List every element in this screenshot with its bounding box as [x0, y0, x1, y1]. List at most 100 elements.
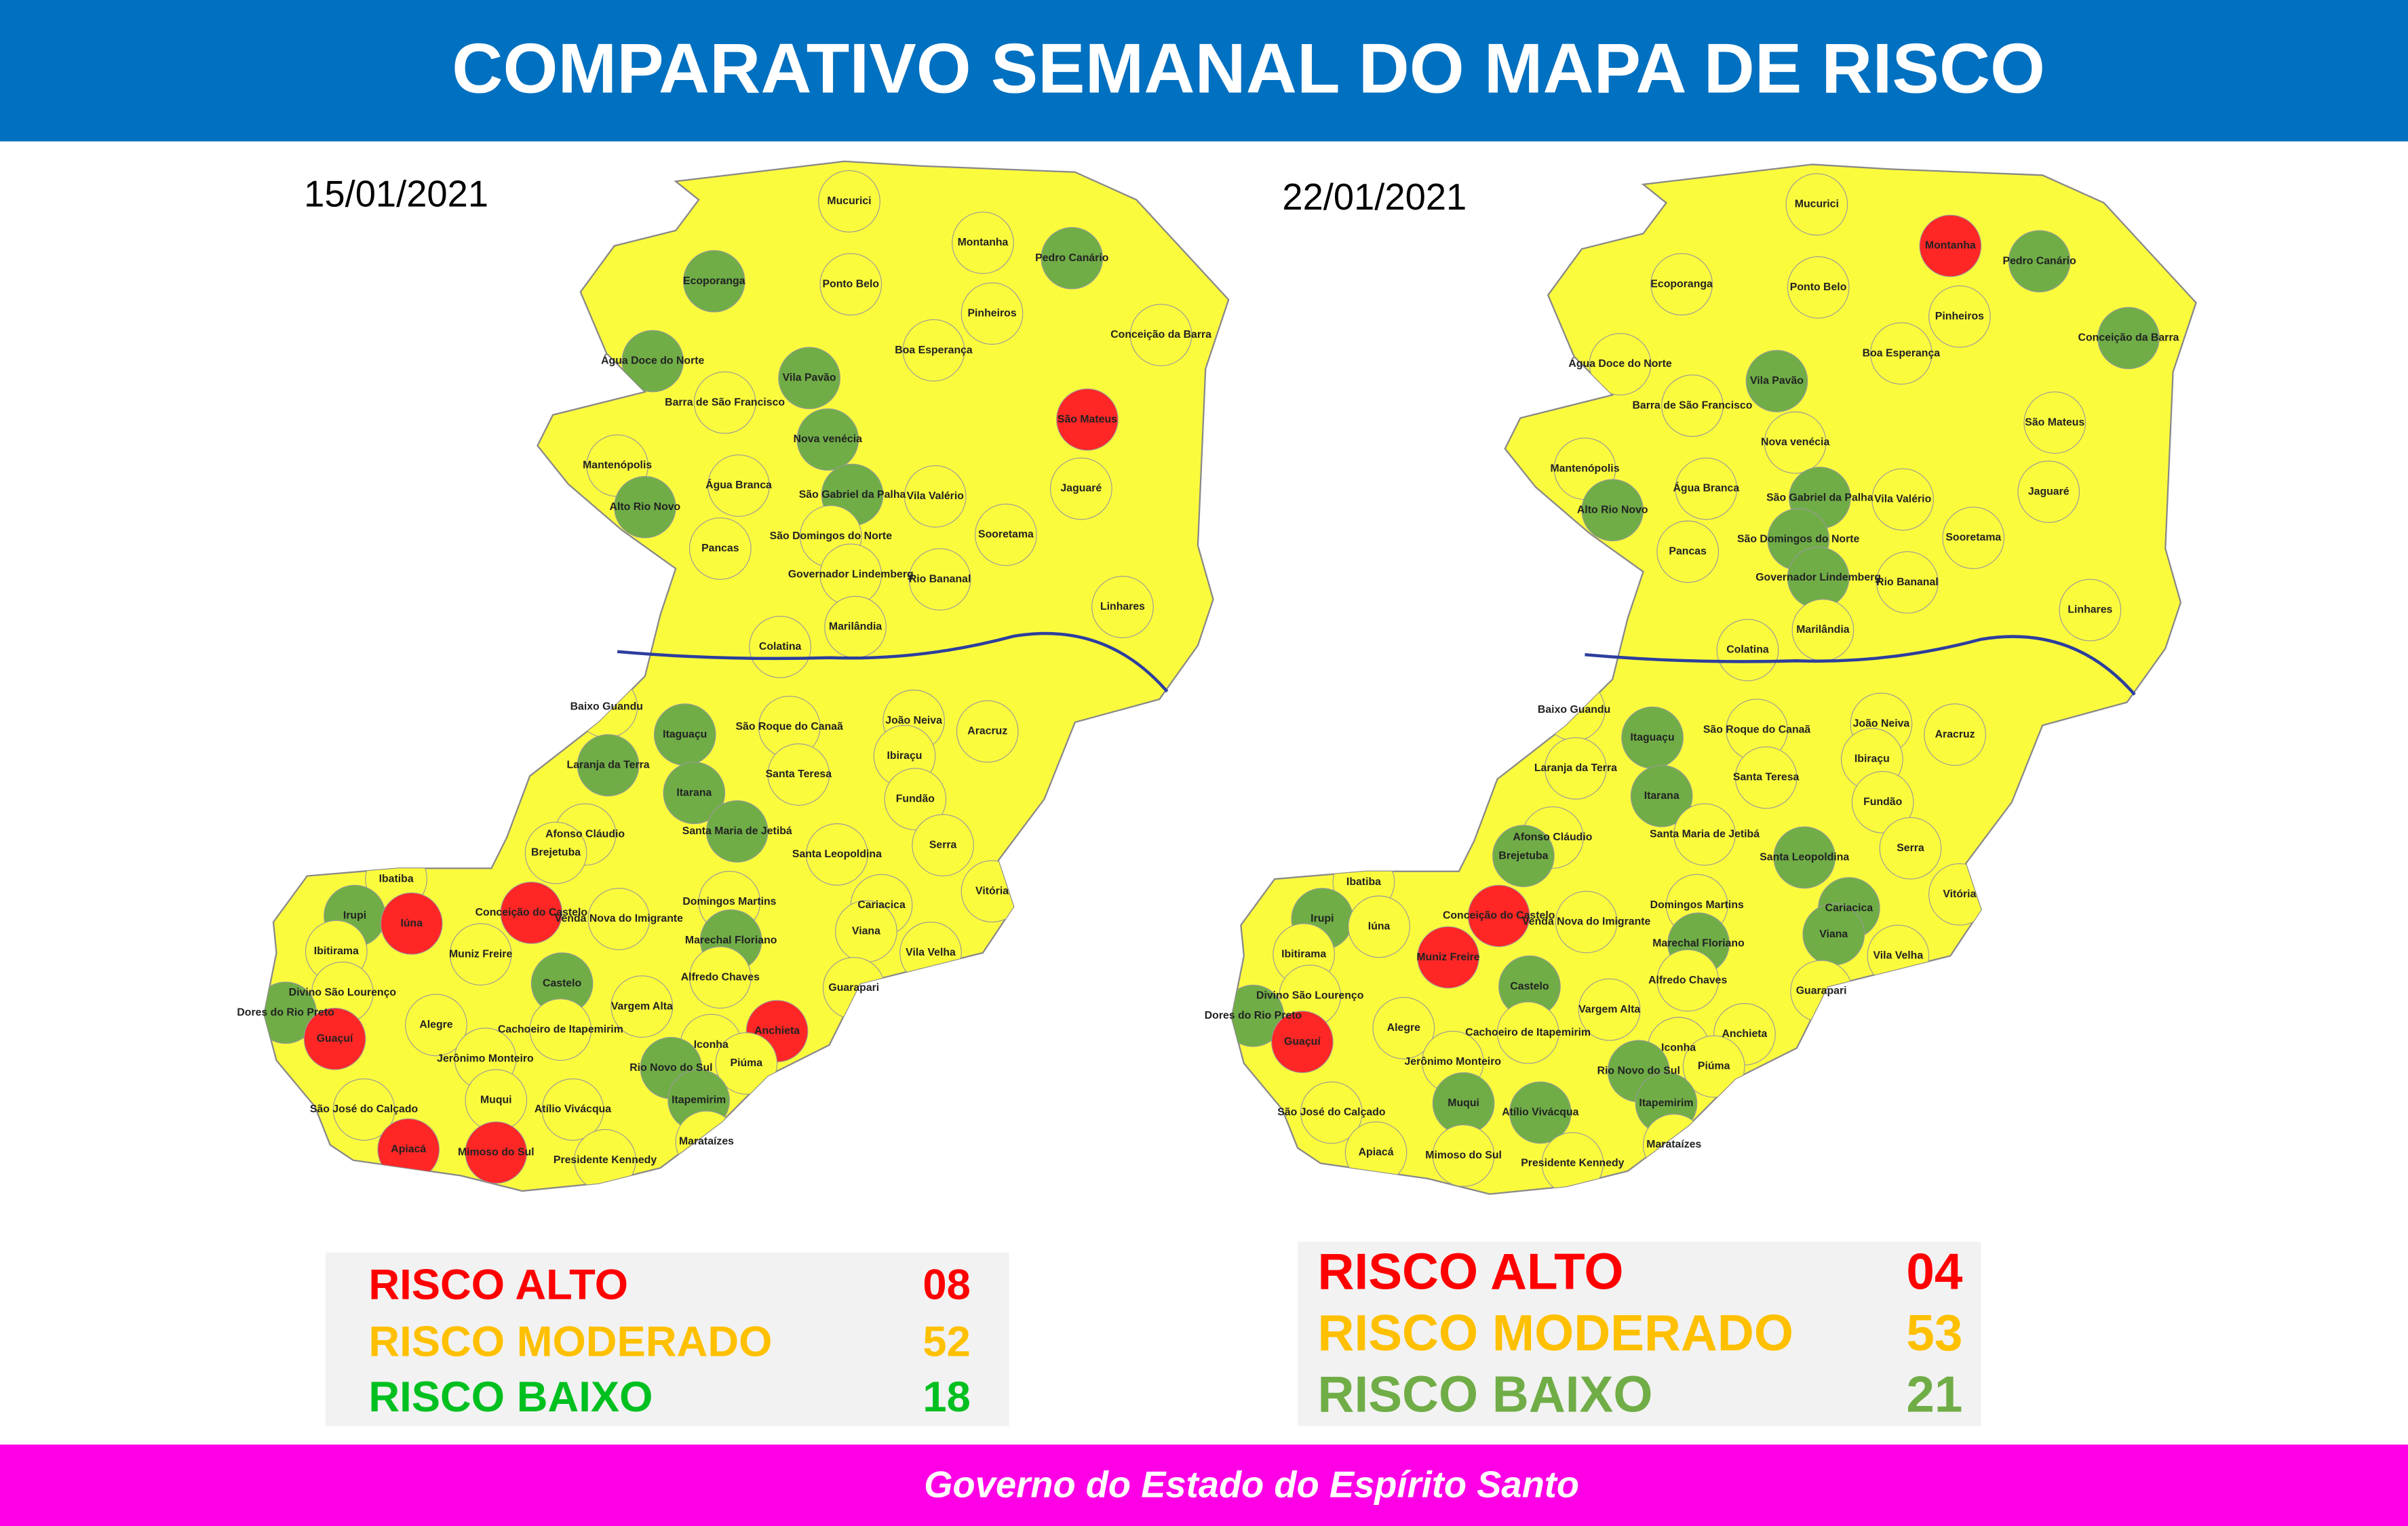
- municipality-region: [380, 892, 443, 955]
- municipality-label: Ibiraçu: [1854, 754, 1890, 765]
- municipality-label: São Mateus: [1057, 414, 1117, 425]
- municipality-region: [1496, 1001, 1559, 1064]
- municipality-label: Vargem Alta: [1578, 1004, 1640, 1015]
- municipality-region: [693, 371, 756, 434]
- municipality-region: [904, 465, 967, 528]
- municipality-label: Marechal Floriano: [1652, 937, 1745, 949]
- municipality-label: Ponto Belo: [1790, 281, 1847, 293]
- legend-label: RISCO BAIXO: [1318, 1366, 1653, 1423]
- municipality-region: [1555, 891, 1618, 954]
- municipality-label: Domingos Martins: [682, 896, 776, 907]
- municipality-label: Marechal Floriano: [685, 935, 777, 946]
- legend: RISCO ALTO 04 RISCO MODERADO 53 RISCO BAIXO 2…: [1298, 1241, 1981, 1426]
- municipality-region: [574, 1129, 636, 1192]
- municipality-region: [663, 762, 726, 825]
- municipality-label: Ibatiba: [379, 873, 414, 884]
- municipality-region: [806, 823, 868, 886]
- municipality-region: [1056, 388, 1119, 451]
- municipality-region: [1656, 520, 1720, 583]
- municipality-label: Piúma: [1698, 1061, 1730, 1072]
- municipality-region: [819, 253, 882, 316]
- municipality-region: [449, 923, 512, 985]
- municipality-label: Ibitirama: [314, 945, 359, 957]
- municipality-region: [1675, 457, 1738, 520]
- municipality-label: Baixo Guandu: [570, 701, 643, 712]
- municipality-region: [778, 347, 840, 410]
- river: [617, 631, 1169, 693]
- municipality-region: [614, 475, 676, 539]
- municipality-label: Nova venécia: [794, 433, 862, 445]
- municipality-label: Castelo: [1510, 981, 1549, 992]
- municipality-region: [1879, 817, 1942, 880]
- municipality-label: São Gabriel da Palha: [799, 489, 906, 501]
- municipality-label: Viana: [852, 925, 880, 937]
- municipality-label: São Roque do Canaã: [1703, 724, 1811, 735]
- municipality-label: Pinheiros: [967, 307, 1016, 319]
- municipality-label: Vila Pavão: [783, 372, 836, 384]
- header-bar: [0, 0, 2408, 142]
- municipality-label: Anchieta: [754, 1025, 800, 1037]
- municipality-label: Baixo Guandu: [1538, 704, 1610, 716]
- municipality-label: Cachoeiro de Itapemirim: [1465, 1027, 1591, 1038]
- municipality-label: Linhares: [1100, 601, 1145, 612]
- municipality-label: Colatina: [1726, 644, 1769, 656]
- municipality-region: [1764, 411, 1827, 474]
- municipality-region: [682, 250, 745, 313]
- municipality-label: Mantenópolis: [1550, 463, 1619, 474]
- legend-label: RISCO ALTO: [368, 1261, 628, 1309]
- municipality-label: Apiacá: [391, 1143, 426, 1155]
- municipality-label: Iúna: [400, 918, 423, 929]
- municipality-region: [1785, 173, 1848, 236]
- legend-count: 18: [923, 1373, 971, 1421]
- municipality-label: Rio Bananal: [909, 573, 971, 585]
- municipality-label: Anchieta: [1722, 1028, 1767, 1040]
- municipality-label: Itarana: [1644, 790, 1679, 802]
- municipality-label: Conceição do Castelo: [475, 907, 588, 918]
- municipality-label: Boa Esperança: [1863, 347, 1941, 359]
- municipality-label: Atílio Vivácqua: [535, 1103, 611, 1115]
- municipality-label: Pinheiros: [1935, 311, 1984, 322]
- municipality-label: Cariacica: [1825, 902, 1873, 914]
- municipality-region: [912, 814, 974, 877]
- municipality-region: [1581, 479, 1644, 542]
- municipality-region: [796, 408, 859, 471]
- municipality-label: Sooretama: [1945, 532, 2001, 543]
- municipality-region: [332, 1078, 395, 1141]
- municipality-label: Vila Velha: [906, 947, 956, 958]
- municipality-label: João Neiva: [885, 715, 942, 726]
- municipality-region: [1773, 826, 1836, 889]
- municipality-label: Sooretama: [978, 529, 1034, 541]
- municipality-label: Guarapari: [828, 982, 879, 994]
- municipality-label: Vargem Alta: [611, 1000, 673, 1012]
- municipality-region: [1541, 1132, 1604, 1194]
- municipality-label: Muqui: [480, 1095, 512, 1106]
- municipality-label: Irupi: [343, 910, 366, 922]
- municipality-region: [1745, 350, 1808, 412]
- municipality-region: [1578, 978, 1641, 1041]
- legend-box: [1298, 1241, 1981, 1426]
- municipality-region: [1041, 227, 1104, 290]
- municipality-region: [1870, 322, 1933, 385]
- state-map: Mucurici Montanha Pedro Canário Ecoporanga P…: [237, 160, 1230, 1192]
- municipality-region: [524, 821, 587, 884]
- legend-label: RISCO ALTO: [1318, 1243, 1624, 1299]
- river: [1585, 635, 2136, 696]
- municipality-label: Aracruz: [1935, 728, 1975, 740]
- municipality-label: Iconha: [1661, 1042, 1696, 1054]
- municipality-label: Viana: [1819, 928, 1848, 940]
- municipality-region: [587, 888, 650, 950]
- municipality-label: Pedro Canário: [1035, 252, 1109, 264]
- state-shape: [263, 160, 1230, 1192]
- municipality-region: [1656, 949, 1720, 1012]
- municipality-region: [610, 975, 674, 1038]
- municipality-label: Apiacá: [1359, 1147, 1394, 1158]
- municipality-region: [1271, 1011, 1334, 1074]
- municipality-label: São José do Calçado: [1277, 1107, 1386, 1118]
- municipality-region: [1050, 457, 1112, 520]
- municipality-label: Marilândia: [1796, 624, 1850, 635]
- legend-count: 04: [1906, 1243, 1963, 1299]
- municipality-label: Rio Bananal: [1876, 576, 1939, 588]
- municipality-label: Boa Esperança: [895, 345, 973, 356]
- municipality-region: [2097, 307, 2160, 370]
